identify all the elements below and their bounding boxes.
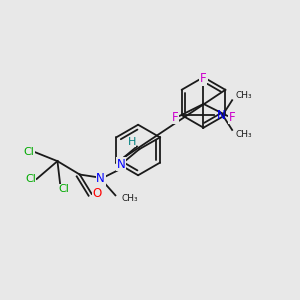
Text: CH₃: CH₃ — [122, 194, 138, 203]
Text: CH₃: CH₃ — [235, 91, 252, 100]
Text: H: H — [128, 137, 136, 147]
Text: F: F — [200, 72, 207, 85]
Text: N: N — [117, 158, 126, 171]
Text: CH₃: CH₃ — [235, 130, 252, 139]
Text: O: O — [92, 187, 102, 200]
Text: F: F — [228, 111, 235, 124]
Text: N: N — [199, 72, 208, 82]
Text: N: N — [96, 172, 105, 185]
Text: Cl: Cl — [58, 184, 69, 194]
Text: N: N — [217, 109, 226, 122]
Text: F: F — [172, 111, 178, 124]
Text: Cl: Cl — [25, 174, 36, 184]
Text: Cl: Cl — [24, 147, 35, 157]
